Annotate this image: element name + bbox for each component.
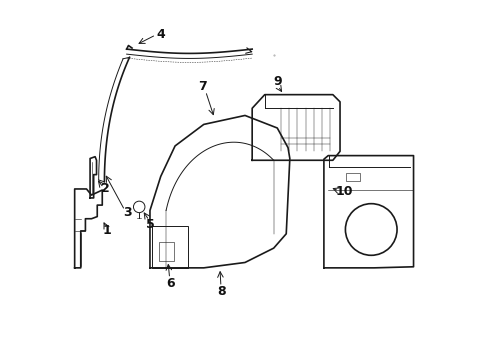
Bar <box>346 173 361 181</box>
Bar <box>159 242 174 261</box>
Text: 8: 8 <box>218 285 226 298</box>
Text: 9: 9 <box>273 75 282 88</box>
Text: 1: 1 <box>102 224 111 237</box>
Text: 5: 5 <box>146 218 154 231</box>
Text: 3: 3 <box>123 207 132 220</box>
Text: 2: 2 <box>101 183 110 195</box>
Bar <box>152 226 188 268</box>
Text: 4: 4 <box>156 28 165 41</box>
Text: 7: 7 <box>198 80 207 93</box>
Text: 6: 6 <box>166 277 175 290</box>
Text: 10: 10 <box>336 185 353 198</box>
